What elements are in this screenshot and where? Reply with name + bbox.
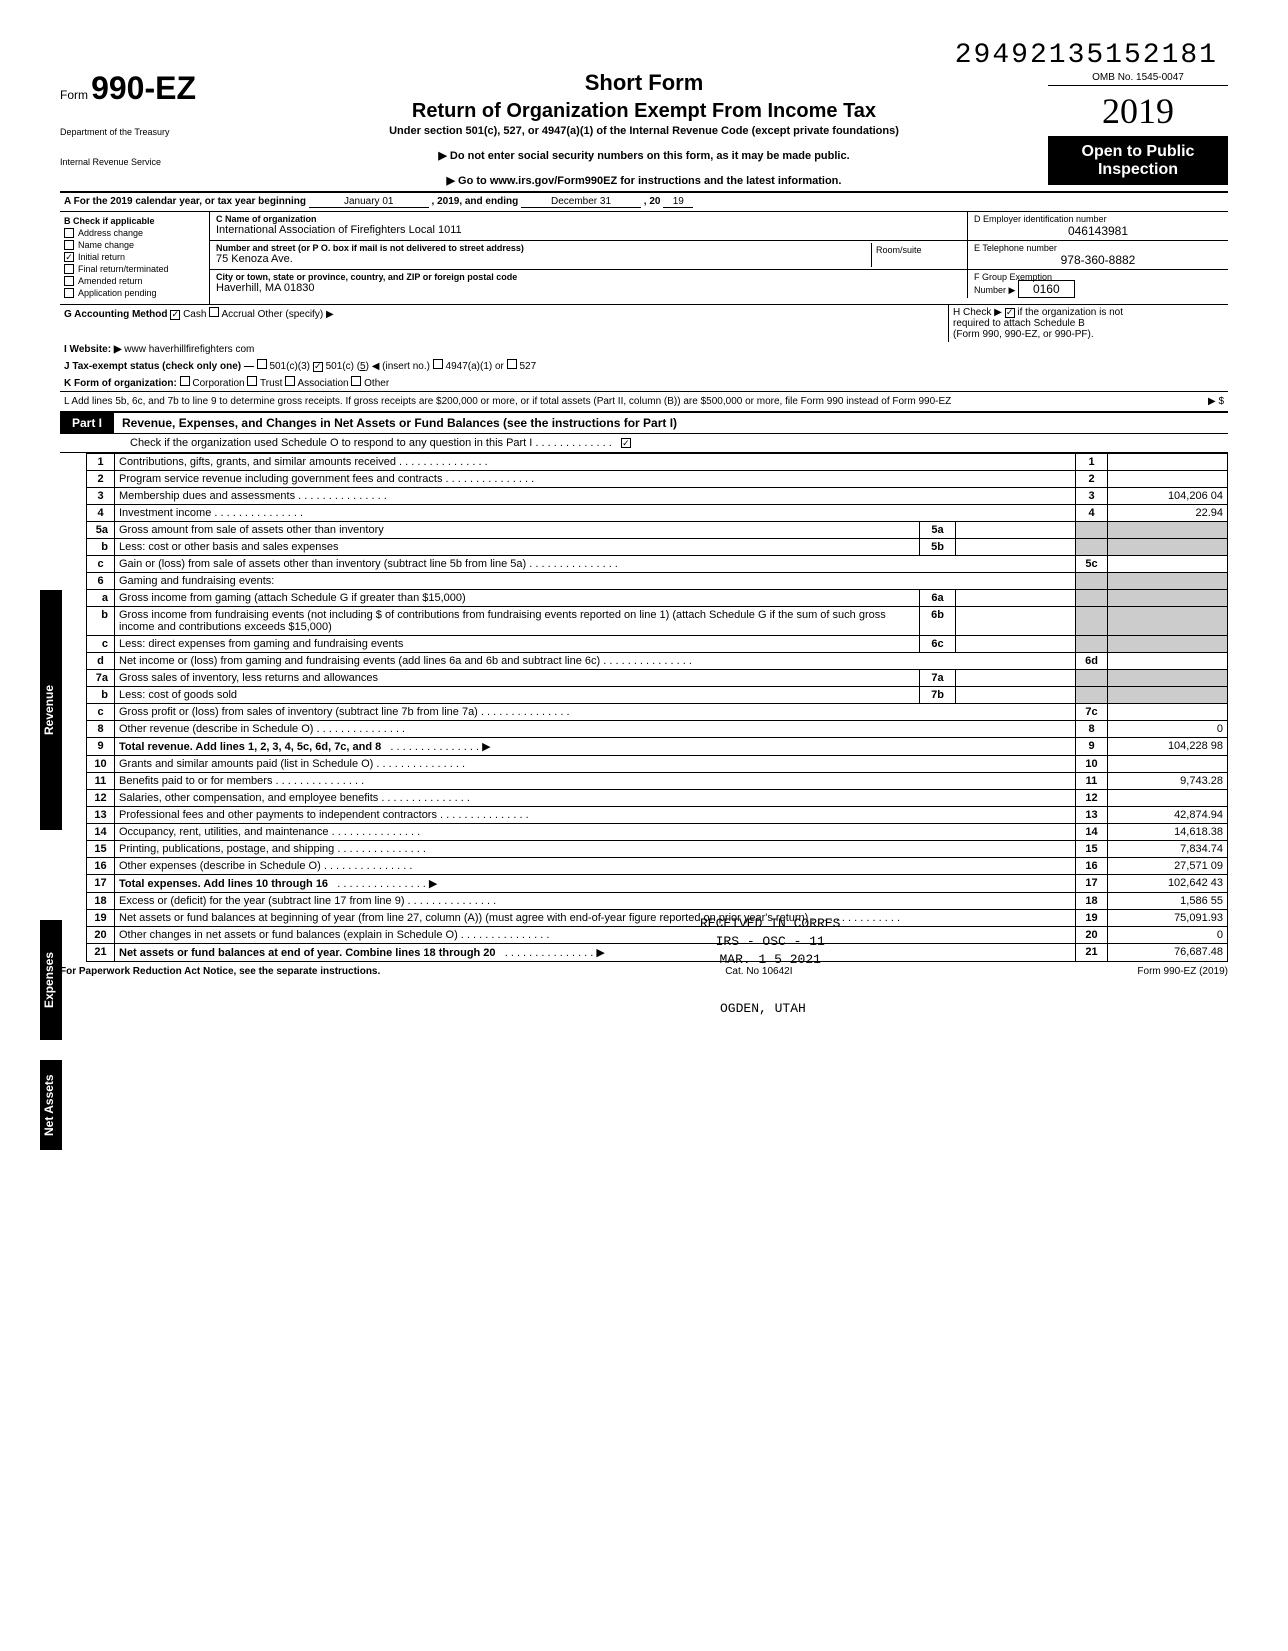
line-19: 19Net assets or fund balances at beginni… <box>87 910 1228 927</box>
instruction-2: Go to www.irs.gov/Form990EZ for instruct… <box>250 174 1038 187</box>
cb-final-return[interactable] <box>64 264 74 274</box>
subtitle: Under section 501(c), 527, or 4947(a)(1)… <box>250 125 1038 137</box>
document-number: 29492135152181 <box>955 40 1218 71</box>
group-num: 0160 <box>1018 280 1075 298</box>
cb-sched-o[interactable] <box>621 438 631 448</box>
org-name: International Association of Firefighter… <box>216 224 462 236</box>
part-1-schedule-o-check: Check if the organization used Schedule … <box>60 434 1228 453</box>
line-2: 2Program service revenue including gover… <box>87 471 1228 488</box>
line-17: 17Total expenses. Add lines 10 through 1… <box>87 875 1228 893</box>
line-20: 20Other changes in net assets or fund ba… <box>87 927 1228 944</box>
cb-cash[interactable] <box>170 310 180 320</box>
website: www haverhillfirefighters com <box>124 344 254 355</box>
line-12: 12Salaries, other compensation, and empl… <box>87 790 1228 807</box>
line-7a: 7aGross sales of inventory, less returns… <box>87 670 1228 687</box>
ogden-stamp: OGDEN, UTAH <box>720 1000 806 1018</box>
line-5a: 5aGross amount from sale of assets other… <box>87 522 1228 539</box>
cb-address-change[interactable] <box>64 228 74 238</box>
phone: 978-360-8882 <box>974 253 1222 267</box>
line-15: 15Printing, publications, postage, and s… <box>87 841 1228 858</box>
line-13: 13Professional fees and other payments t… <box>87 807 1228 824</box>
form-header: Form 990-EZ Department of the Treasury I… <box>60 70 1228 193</box>
cb-other-org[interactable] <box>351 376 361 386</box>
line-6: 6Gaming and fundraising events: <box>87 573 1228 590</box>
part-1-table: 1Contributions, gifts, grants, and simil… <box>86 453 1228 962</box>
line-d: dNet income or (loss) from gaming and fu… <box>87 653 1228 670</box>
cb-501c[interactable] <box>313 362 323 372</box>
form-number: 990-EZ <box>91 70 196 106</box>
line-8: 8Other revenue (describe in Schedule O) … <box>87 721 1228 738</box>
dept-irs: Internal Revenue Service <box>60 157 240 167</box>
ein: 046143981 <box>974 224 1222 238</box>
line-1: 1Contributions, gifts, grants, and simil… <box>87 454 1228 471</box>
line-18: 18Excess or (deficit) for the year (subt… <box>87 893 1228 910</box>
cb-501c3[interactable] <box>257 359 267 369</box>
main-title: Return of Organization Exempt From Incom… <box>250 100 1038 123</box>
instruction-1: Do not enter social security numbers on … <box>250 149 1038 162</box>
sidetab-net-assets: Net Assets <box>40 1060 62 1150</box>
ghijk-block: G Accounting Method Cash Accrual Other (… <box>60 305 1228 392</box>
line-b: bGross income from fundraising events (n… <box>87 607 1228 636</box>
line-c: cLess: direct expenses from gaming and f… <box>87 636 1228 653</box>
open-to-public: Open to PublicInspection <box>1048 137 1228 185</box>
cb-assoc[interactable] <box>285 376 295 386</box>
tax-year: 2019 <box>1048 86 1228 137</box>
identity-block: B Check if applicable Address change Nam… <box>60 212 1228 305</box>
line-c: cGain or (loss) from sale of assets othe… <box>87 556 1228 573</box>
line-c: cGross profit or (loss) from sales of in… <box>87 704 1228 721</box>
line-a: aGross income from gaming (attach Schedu… <box>87 590 1228 607</box>
dept-treasury: Department of the Treasury <box>60 127 240 137</box>
line-9: 9Total revenue. Add lines 1, 2, 3, 4, 5c… <box>87 738 1228 756</box>
cb-amended[interactable] <box>64 276 74 286</box>
line-10: 10Grants and similar amounts paid (list … <box>87 756 1228 773</box>
cb-trust[interactable] <box>247 376 257 386</box>
cb-corp[interactable] <box>180 376 190 386</box>
part-1-header: Part I Revenue, Expenses, and Changes in… <box>60 413 1228 434</box>
cb-initial-return[interactable] <box>64 252 74 262</box>
short-form-label: Short Form <box>250 70 1038 96</box>
gross-receipts-note: L Add lines 5b, 6c, and 7b to line 9 to … <box>60 392 1228 413</box>
omb-number: OMB No. 1545-0047 <box>1048 70 1228 86</box>
sidetab-expenses: Expenses <box>40 920 62 1040</box>
line-21: 21Net assets or fund balances at end of … <box>87 944 1228 962</box>
col-b-checkboxes: B Check if applicable Address change Nam… <box>60 212 210 304</box>
line-b: bLess: cost of goods sold7b <box>87 687 1228 704</box>
cb-4947[interactable] <box>433 359 443 369</box>
line-11: 11Benefits paid to or for members . . . … <box>87 773 1228 790</box>
cb-sched-b[interactable] <box>1005 308 1015 318</box>
cb-527[interactable] <box>507 359 517 369</box>
line-a-tax-year: A For the 2019 calendar year, or tax yea… <box>60 193 1228 212</box>
line-14: 14Occupancy, rent, utilities, and mainte… <box>87 824 1228 841</box>
line-4: 4Investment income . . . . . . . . . . .… <box>87 505 1228 522</box>
form-prefix: Form <box>60 88 88 102</box>
line-3: 3Membership dues and assessments . . . .… <box>87 488 1228 505</box>
cb-name-change[interactable] <box>64 240 74 250</box>
sidetab-revenue: Revenue <box>40 590 62 830</box>
received-stamp: RECEIVED IN CORRES IRS - OSC - 11 MAR. 1… <box>700 915 840 970</box>
street: 75 Kenoza Ave. <box>216 253 293 265</box>
page-footer: For Paperwork Reduction Act Notice, see … <box>60 962 1228 977</box>
line-b: bLess: cost or other basis and sales exp… <box>87 539 1228 556</box>
cb-application-pending[interactable] <box>64 288 74 298</box>
line-16: 16Other expenses (describe in Schedule O… <box>87 858 1228 875</box>
city: Haverhill, MA 01830 <box>216 282 314 294</box>
cb-accrual[interactable] <box>209 307 219 317</box>
